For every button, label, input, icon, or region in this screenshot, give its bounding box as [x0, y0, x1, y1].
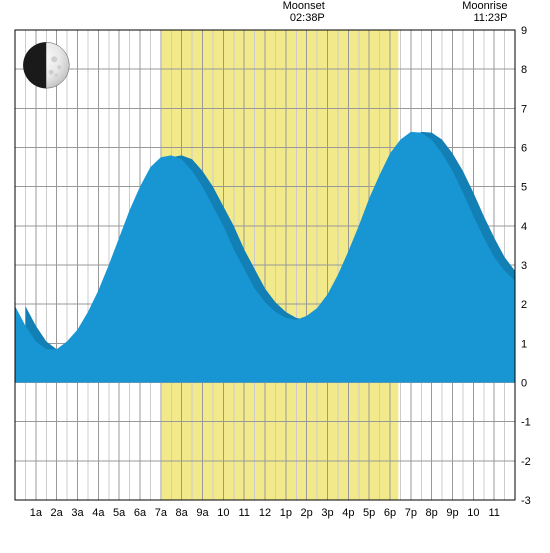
x-tick-label: 5a: [113, 507, 126, 519]
x-tick-label: 7a: [155, 507, 168, 519]
x-tick-label: 5p: [363, 507, 375, 519]
x-tick-label: 10: [217, 507, 229, 519]
tide-chart: -3-2-101234567891a2a3a4a5a6a7a8a9a101112…: [0, 0, 550, 550]
y-tick-label: 8: [521, 64, 527, 76]
y-tick-label: 9: [521, 25, 527, 37]
x-tick-label: 1p: [280, 507, 292, 519]
x-tick-label: 9a: [196, 507, 209, 519]
y-tick-label: 0: [521, 378, 527, 390]
x-tick-label: 12: [259, 507, 271, 519]
y-tick-label: 1: [521, 338, 527, 350]
moonrise-label: Moonrise: [453, 0, 508, 12]
x-tick-label: 7p: [405, 507, 417, 519]
y-tick-label: -3: [521, 495, 531, 507]
x-tick-label: 6p: [384, 507, 396, 519]
x-tick-label: 11: [238, 507, 249, 519]
x-tick-label: 11: [488, 507, 499, 519]
moonset-label: Moonset: [270, 0, 325, 12]
x-tick-label: 6a: [134, 507, 147, 519]
x-tick-label: 1a: [30, 507, 43, 519]
y-tick-label: 7: [521, 103, 527, 115]
y-tick-label: 2: [521, 299, 527, 311]
x-tick-label: 2p: [301, 507, 313, 519]
x-tick-label: 8p: [426, 507, 438, 519]
x-tick-label: 10: [467, 507, 479, 519]
moon-phase-icon: [23, 42, 69, 88]
x-tick-label: 9p: [446, 507, 458, 519]
moonrise-header: Moonrise 11:23P: [453, 0, 508, 24]
y-tick-label: 4: [521, 221, 527, 233]
y-tick-label: 6: [521, 143, 527, 155]
x-tick-label: 4a: [92, 507, 105, 519]
moonset-header: Moonset 02:38P: [270, 0, 325, 24]
y-tick-label: 3: [521, 260, 527, 272]
x-tick-label: 4p: [342, 507, 354, 519]
y-tick-label: 5: [521, 182, 527, 194]
y-tick-label: -1: [521, 417, 531, 429]
moonset-time: 02:38P: [270, 12, 325, 24]
chart-svg: -3-2-101234567891a2a3a4a5a6a7a8a9a101112…: [0, 0, 550, 550]
y-tick-label: -2: [521, 456, 531, 468]
x-tick-label: 3p: [321, 507, 333, 519]
moonrise-time: 11:23P: [453, 12, 508, 24]
x-tick-label: 8a: [176, 507, 189, 519]
x-tick-label: 2a: [51, 507, 64, 519]
x-tick-label: 3a: [71, 507, 84, 519]
